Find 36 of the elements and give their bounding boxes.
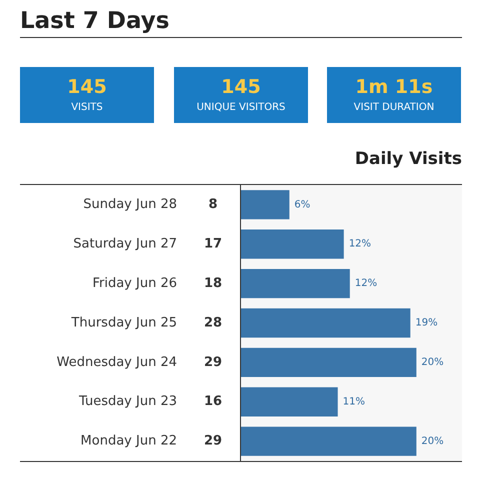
y-tick-label: Saturday Jun 27 bbox=[73, 236, 177, 252]
text: 145 bbox=[220, 76, 262, 98]
bar bbox=[241, 426, 416, 456]
annotation: 6% bbox=[294, 199, 310, 210]
data-label: 29 bbox=[204, 434, 222, 449]
text: 1m 11s bbox=[354, 76, 434, 98]
chart-title: Daily Visits bbox=[354, 149, 462, 169]
text: VISITS bbox=[70, 102, 104, 113]
bar bbox=[241, 268, 350, 298]
y-tick-label: Tuesday Jun 23 bbox=[78, 394, 177, 410]
y-tick-label: Sunday Jun 28 bbox=[83, 197, 177, 212]
annotation: 20% bbox=[421, 357, 444, 368]
data-label: 29 bbox=[204, 354, 222, 370]
annotation: 11% bbox=[342, 396, 366, 408]
annotation: 20% bbox=[421, 436, 444, 447]
data-label: 28 bbox=[204, 315, 222, 330]
text: 145 bbox=[66, 76, 108, 98]
bar bbox=[241, 190, 290, 220]
bar bbox=[241, 348, 416, 378]
text: VISIT DURATION bbox=[352, 102, 436, 113]
data-label: 17 bbox=[204, 236, 222, 252]
y-tick-label: Monday Jun 22 bbox=[80, 434, 177, 449]
annotation: 19% bbox=[415, 318, 438, 329]
bar bbox=[241, 230, 344, 259]
data-label: 16 bbox=[204, 394, 222, 410]
annotation: 12% bbox=[348, 238, 372, 250]
text: UNIQUE VISITORS bbox=[196, 102, 286, 113]
y-tick-label: Wednesday Jun 24 bbox=[56, 354, 177, 370]
data-label: 8 bbox=[208, 197, 218, 212]
annotation: 12% bbox=[354, 278, 378, 290]
bar bbox=[241, 387, 338, 416]
bar bbox=[241, 308, 410, 338]
text: Last 7 Days bbox=[20, 8, 462, 38]
y-tick-label: Friday Jun 26 bbox=[92, 276, 177, 291]
y-tick-label: Thursday Jun 25 bbox=[70, 315, 177, 330]
data-label: 18 bbox=[204, 276, 222, 291]
